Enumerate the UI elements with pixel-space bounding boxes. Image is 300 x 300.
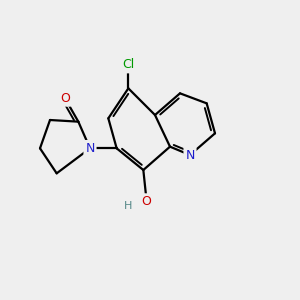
Text: N: N — [85, 142, 95, 155]
Text: H: H — [124, 201, 132, 211]
Text: O: O — [142, 195, 152, 208]
Text: Cl: Cl — [122, 58, 134, 71]
Text: N: N — [185, 148, 195, 161]
Text: O: O — [60, 92, 70, 105]
